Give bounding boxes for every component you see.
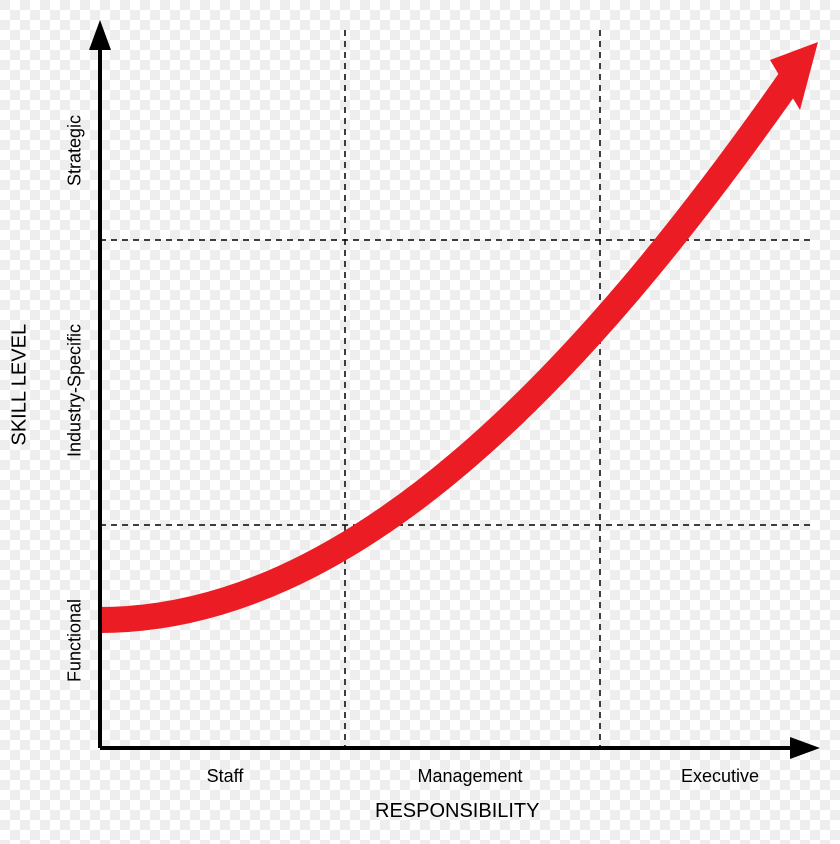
x-tick-staff: Staff (125, 766, 325, 787)
chart-svg (0, 0, 840, 844)
transparency-checker (0, 0, 840, 844)
chart-container: SKILL LEVEL RESPONSIBILITY Functional In… (0, 0, 840, 844)
y-axis-title: SKILL LEVEL (9, 326, 32, 446)
y-tick-industry-specific: Industry-Specific (65, 291, 86, 491)
y-tick-functional: Functional (65, 541, 86, 741)
y-tick-strategic: Strategic (65, 51, 86, 251)
x-tick-management: Management (370, 766, 570, 787)
x-axis-title: RESPONSIBILITY (375, 800, 540, 823)
x-tick-executive: Executive (620, 766, 820, 787)
